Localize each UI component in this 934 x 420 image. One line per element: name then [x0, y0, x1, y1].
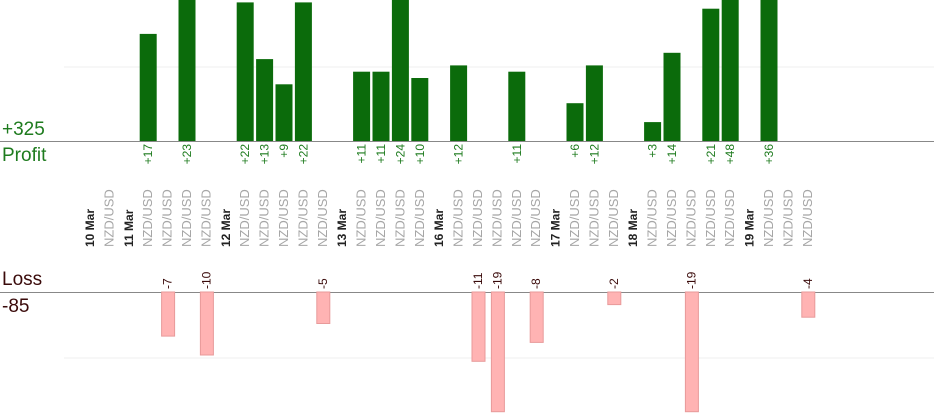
- pair-label: NZD/USD: [800, 189, 815, 247]
- pair-label: NZD/USD: [257, 189, 272, 247]
- pair-label: NZD/USD: [237, 189, 252, 247]
- profit-value-label: +13: [258, 144, 272, 165]
- loss-label: Loss: [2, 269, 43, 290]
- profit-value-label: +12: [452, 144, 466, 165]
- profit-value-label: +23: [180, 144, 194, 165]
- pair-label: NZD/USD: [528, 189, 543, 247]
- date-label: 17 Mar: [549, 209, 563, 247]
- pair-label: NZD/USD: [276, 189, 291, 247]
- loss-bar: [161, 291, 176, 337]
- loss-value-label: -8: [529, 278, 543, 289]
- loss-value-label: -19: [490, 271, 504, 289]
- profit-value-label: +14: [665, 144, 679, 165]
- profit-value-label: +11: [374, 144, 388, 164]
- pair-label: NZD/USD: [509, 189, 524, 247]
- profit-label: Profit: [2, 145, 47, 166]
- profit-bar: [178, 0, 196, 141]
- pair-label: NZD/USD: [780, 189, 795, 247]
- pair-label: NZD/USD: [101, 189, 116, 247]
- loss-value-label: -7: [161, 278, 175, 289]
- loss-value-label: -19: [684, 271, 698, 289]
- date-label: 12 Mar: [219, 209, 233, 247]
- pair-label: NZD/USD: [761, 189, 776, 247]
- profit-value-label: +11: [510, 144, 524, 164]
- profit-bar: [585, 65, 603, 141]
- pair-label: NZD/USD: [179, 189, 194, 247]
- profit-value-label: +9: [277, 144, 291, 158]
- profit-value-label: +11: [355, 144, 369, 164]
- loss-value-label: -5: [316, 278, 330, 289]
- loss-bar: [199, 291, 214, 356]
- profit-value-label: +6: [568, 144, 582, 158]
- profit-total: +325: [2, 119, 45, 140]
- date-label: 11 Mar: [122, 209, 136, 247]
- pair-label: NZD/USD: [354, 189, 369, 247]
- profit-bar: [411, 78, 429, 141]
- pair-label: NZD/USD: [606, 189, 621, 247]
- pair-label: NZD/USD: [392, 189, 407, 247]
- loss-bar: [529, 291, 544, 343]
- profit-bar: [353, 71, 371, 141]
- pair-label: NZD/USD: [683, 189, 698, 247]
- pair-label: NZD/USD: [470, 189, 485, 247]
- loss-value-label: -2: [607, 278, 621, 289]
- profit-bar: [236, 2, 254, 142]
- pair-label: NZD/USD: [703, 189, 718, 247]
- profit-bar: [760, 0, 778, 141]
- profit-value-label: +17: [141, 144, 155, 165]
- profit-value-label: +22: [296, 144, 310, 165]
- loss-bar: [801, 291, 816, 318]
- date-label: 19 Mar: [743, 209, 757, 247]
- pair-label: NZD/USD: [198, 189, 213, 247]
- profit-bar: [372, 71, 390, 141]
- pair-label: NZD/USD: [451, 189, 466, 247]
- profit-bar: [663, 52, 681, 141]
- date-label: 10 Mar: [83, 209, 97, 247]
- profit-bar: [139, 33, 157, 141]
- pair-label: NZD/USD: [489, 189, 504, 247]
- profit-bar: [644, 122, 662, 141]
- loss-value-label: -10: [199, 271, 213, 289]
- profit-bar: [256, 59, 274, 141]
- pair-label: NZD/USD: [567, 189, 582, 247]
- profit-bar: [566, 103, 584, 141]
- pair-label: NZD/USD: [373, 189, 388, 247]
- pair-label: NZD/USD: [140, 189, 155, 247]
- profit-bar: [275, 84, 293, 141]
- profit-value-label: +22: [238, 144, 252, 165]
- profit-value-label: +3: [646, 144, 660, 158]
- profit-value-label: +48: [723, 144, 737, 165]
- pair-label: NZD/USD: [645, 189, 660, 247]
- date-label: 18 Mar: [626, 209, 640, 247]
- loss-bar: [490, 291, 505, 413]
- pair-label: NZD/USD: [160, 189, 175, 247]
- profit-bar: [702, 8, 720, 142]
- pair-label: NZD/USD: [315, 189, 330, 247]
- profit-value-label: +10: [413, 144, 427, 165]
- pair-label: NZD/USD: [295, 189, 310, 247]
- loss-bar: [471, 291, 486, 362]
- pair-label: NZD/USD: [722, 189, 737, 247]
- profit-value-label: +12: [587, 144, 601, 165]
- loss-bar: [684, 291, 699, 413]
- profit-bar: [294, 2, 312, 142]
- profit-value-label: +36: [762, 144, 776, 165]
- loss-value-label: -4: [801, 278, 815, 289]
- profit-bar: [450, 65, 468, 141]
- profit-bar: [391, 0, 409, 141]
- pair-label: NZD/USD: [586, 189, 601, 247]
- pair-label: NZD/USD: [412, 189, 427, 247]
- profit-bar: [508, 71, 526, 141]
- loss-total: -85: [2, 296, 30, 317]
- profit-value-label: +21: [704, 144, 718, 165]
- loss-bar: [316, 291, 331, 324]
- date-label: 16 Mar: [432, 209, 446, 247]
- profit-value-label: +24: [393, 144, 407, 165]
- pair-label: NZD/USD: [664, 189, 679, 247]
- loss-value-label: -11: [471, 272, 485, 289]
- loss-bar: [607, 291, 622, 306]
- profit-bar: [721, 0, 739, 141]
- date-label: 13 Mar: [335, 209, 349, 247]
